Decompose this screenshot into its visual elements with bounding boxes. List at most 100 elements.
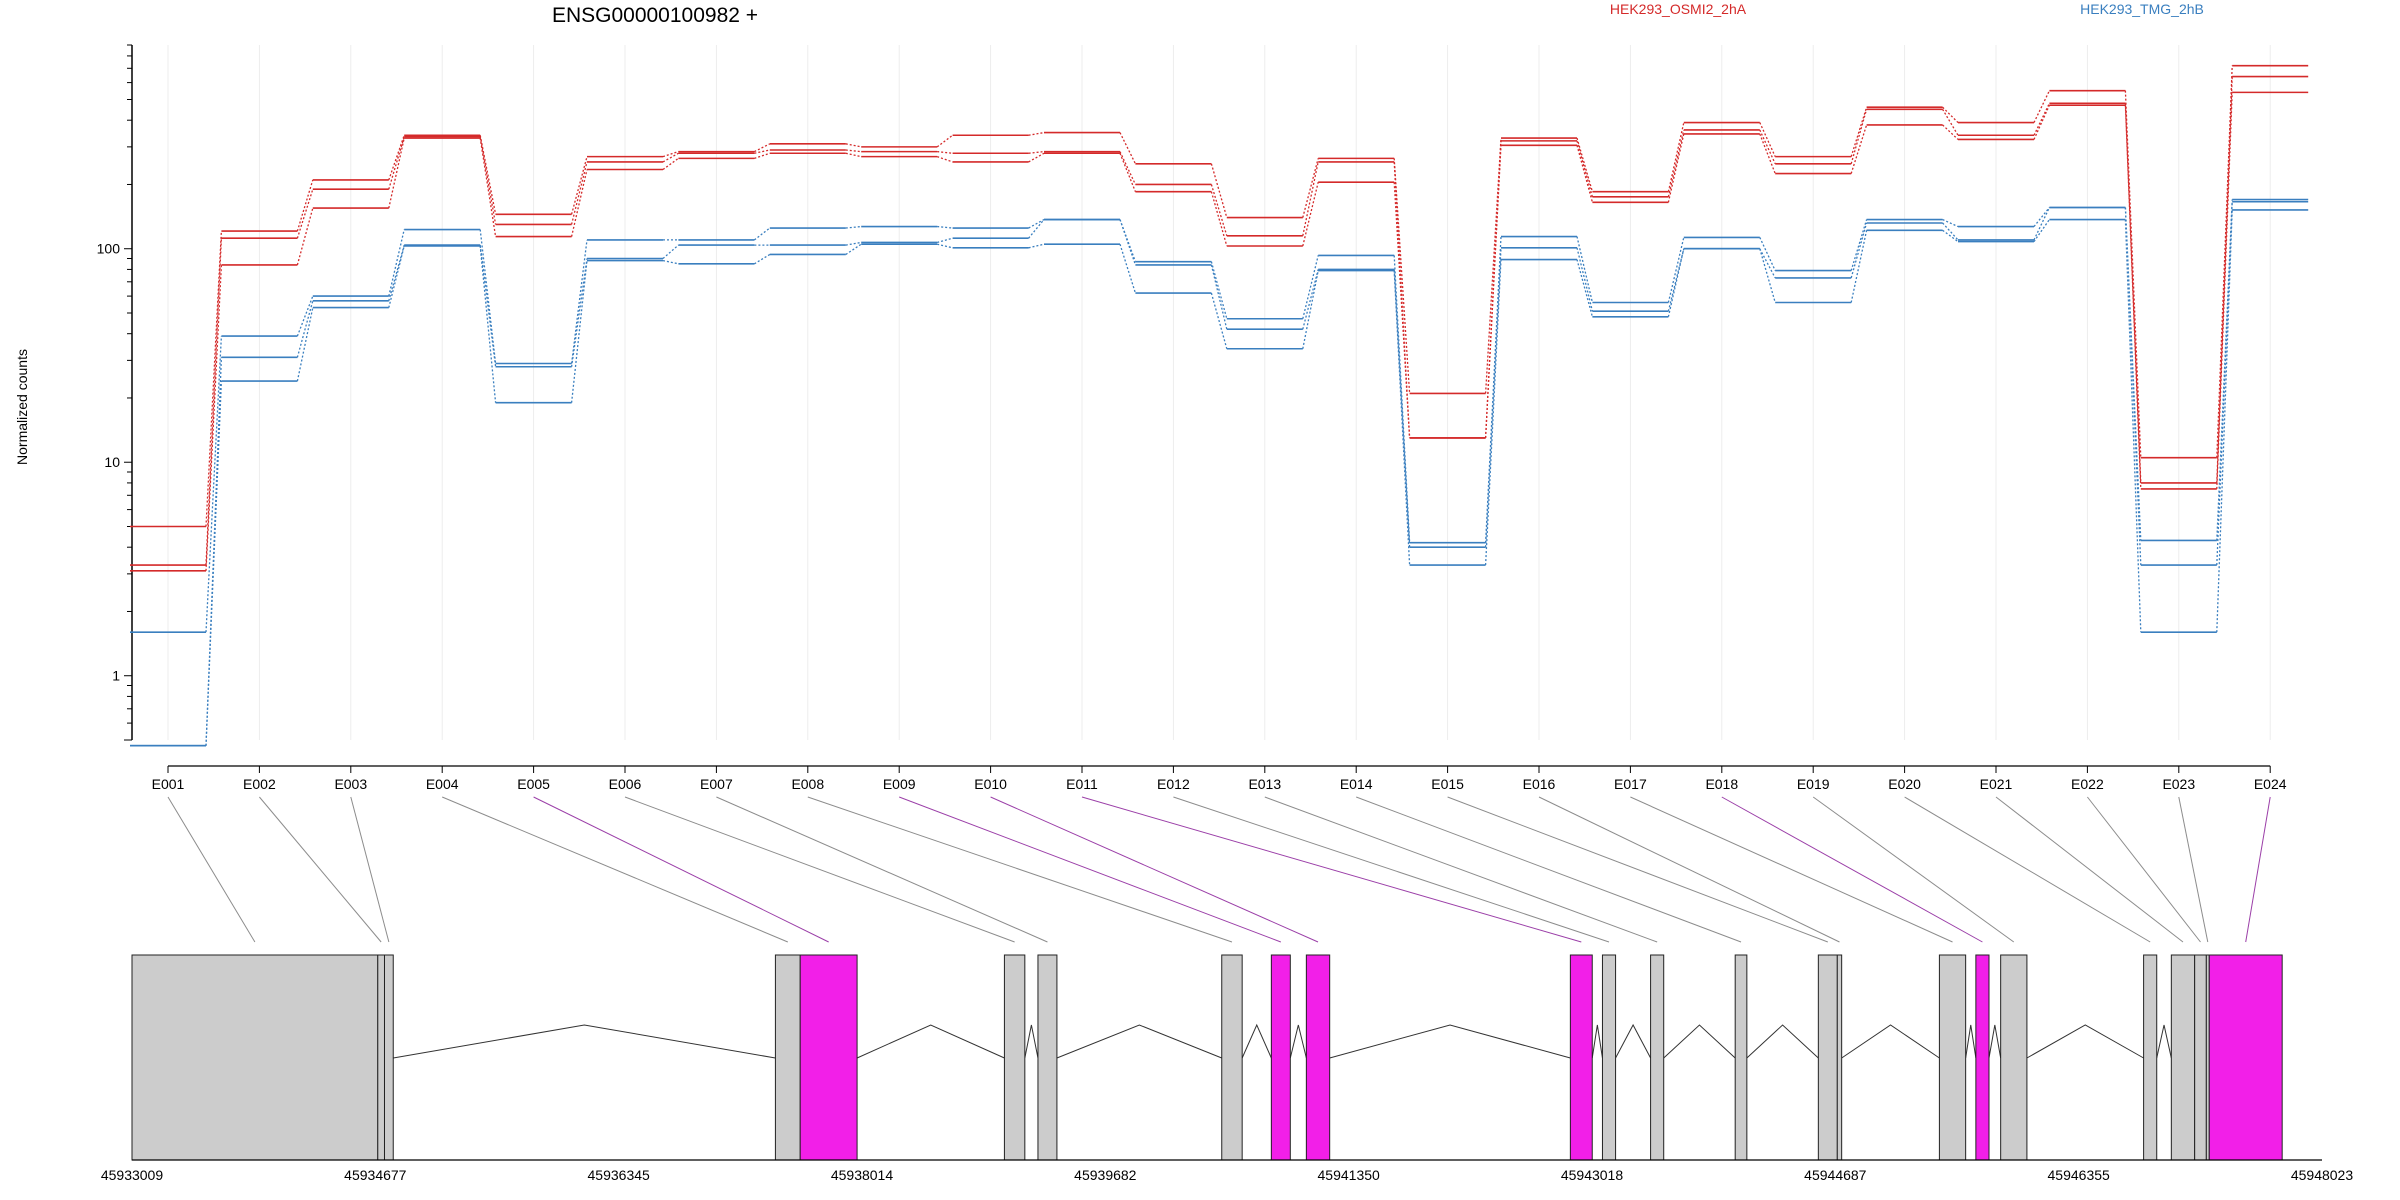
data-connector — [388, 244, 405, 302]
series-layer — [130, 64, 2309, 747]
data-connector — [1119, 151, 1136, 185]
data-connector — [1119, 244, 1137, 294]
genomic-tick-label: 45948023 — [2291, 1167, 2354, 1183]
exon-e005 — [799, 954, 858, 1161]
data-connector — [1119, 132, 1136, 165]
data-connector — [1667, 133, 1685, 203]
data-connector — [2124, 90, 2142, 458]
data-connector — [1028, 243, 1045, 249]
data-connector — [845, 152, 862, 158]
data-connector — [1942, 229, 1959, 243]
exon-guide-line — [442, 796, 788, 943]
data-connector — [1393, 158, 1411, 394]
data-connector — [1576, 145, 1594, 203]
exon-guide-line — [1904, 796, 2151, 943]
data-connector — [1759, 122, 1776, 157]
data-connector — [2216, 199, 2233, 541]
data-connector — [570, 161, 588, 225]
x-tick-label: E008 — [791, 776, 824, 792]
series-tmg — [130, 198, 2309, 633]
data-connector — [296, 179, 314, 232]
data-connector — [479, 245, 497, 403]
exon-guide-line — [1995, 796, 2184, 943]
data-connector — [845, 243, 862, 256]
exon-e011 — [1569, 954, 1593, 1161]
x-tick-label: E011 — [1066, 776, 1098, 792]
exon-e018 — [1975, 954, 1990, 1161]
data-connector — [388, 229, 405, 297]
genomic-tick-label: 45946355 — [2048, 1167, 2111, 1183]
data-connector — [570, 169, 588, 237]
data-connector — [1576, 236, 1594, 303]
data-connector — [1484, 259, 1502, 566]
data-connector — [479, 137, 497, 237]
exon-guide-line — [1630, 796, 1953, 943]
data-connector — [1942, 218, 1959, 228]
data-connector — [754, 253, 771, 265]
data-connector — [754, 152, 771, 159]
y-axis-label: Normalized counts — [14, 349, 30, 465]
exon-e003 — [383, 954, 394, 1161]
exon-guide-line — [1356, 796, 1742, 943]
data-connector — [662, 151, 679, 158]
data-connector — [1850, 124, 1868, 174]
data-connector — [1393, 182, 1411, 438]
y-tick-label: 100 — [97, 241, 121, 257]
data-connector — [1028, 152, 1045, 163]
data-connector — [2124, 219, 2142, 633]
data-connector — [1759, 129, 1776, 165]
data-connector — [1302, 270, 1319, 349]
gene-model: 45933009 45934677 45936345 45938014 45939682… — [101, 954, 2354, 1183]
exon-e012 — [1601, 954, 1617, 1161]
genomic-tick-label: 45944687 — [1804, 1167, 1867, 1183]
exon-guide-line — [624, 796, 1015, 943]
x-tick-label: E018 — [1705, 776, 1738, 792]
data-connector — [570, 156, 588, 215]
data-connector — [205, 264, 223, 571]
x-tick-label: E012 — [1157, 776, 1190, 792]
exon-guide-line — [990, 796, 1319, 943]
x-tick-label: E022 — [2071, 776, 2104, 792]
exon-guide-line — [533, 796, 829, 943]
data-connector — [1942, 124, 1959, 140]
data-connector — [1576, 247, 1594, 312]
data-connector — [662, 244, 679, 259]
data-connector — [479, 245, 497, 367]
chart-title: ENSG00000100982 + — [552, 4, 758, 27]
x-tick-label: E001 — [152, 776, 185, 792]
exon-guide-line — [350, 796, 390, 943]
exon-e015 — [1817, 954, 1838, 1161]
intron-line — [1988, 1024, 2002, 1059]
x-tick-label: E004 — [426, 776, 459, 792]
series-tmg — [130, 200, 2309, 747]
data-connector — [1576, 140, 1594, 198]
x-tick-label: E020 — [1888, 776, 1921, 792]
exon-e008 — [1221, 954, 1243, 1161]
exon-e020 — [2143, 954, 2158, 1161]
data-connector — [1850, 109, 1868, 164]
data-connector — [1850, 222, 1868, 279]
data-connector — [388, 135, 405, 181]
data-connector — [296, 300, 314, 358]
data-connector — [296, 207, 314, 266]
exon-guide-line — [1812, 796, 2015, 943]
data-connector — [1942, 222, 1959, 241]
guide-layer — [167, 796, 2271, 943]
exon-e021 — [2170, 954, 2196, 1161]
exon-e024 — [2208, 954, 2283, 1161]
data-connector — [1759, 248, 1776, 303]
data-connector — [1302, 182, 1319, 247]
data-connector — [1210, 191, 1228, 247]
intron-line — [1841, 1024, 1940, 1059]
intron-line — [1965, 1024, 1977, 1059]
data-connector — [570, 239, 588, 364]
exon-guide-line — [716, 796, 1048, 943]
legend-label-tmg: HEK293_TMG_2hB — [2080, 1, 2204, 17]
data-connector — [1850, 219, 1868, 271]
genomic-tick-label: 45936345 — [588, 1167, 651, 1183]
exon-guide-line — [1538, 796, 1840, 943]
data-connector — [754, 143, 771, 153]
data-connector — [1484, 247, 1502, 548]
data-connector — [1759, 133, 1776, 174]
genomic-tick-label: 45934677 — [344, 1167, 407, 1183]
